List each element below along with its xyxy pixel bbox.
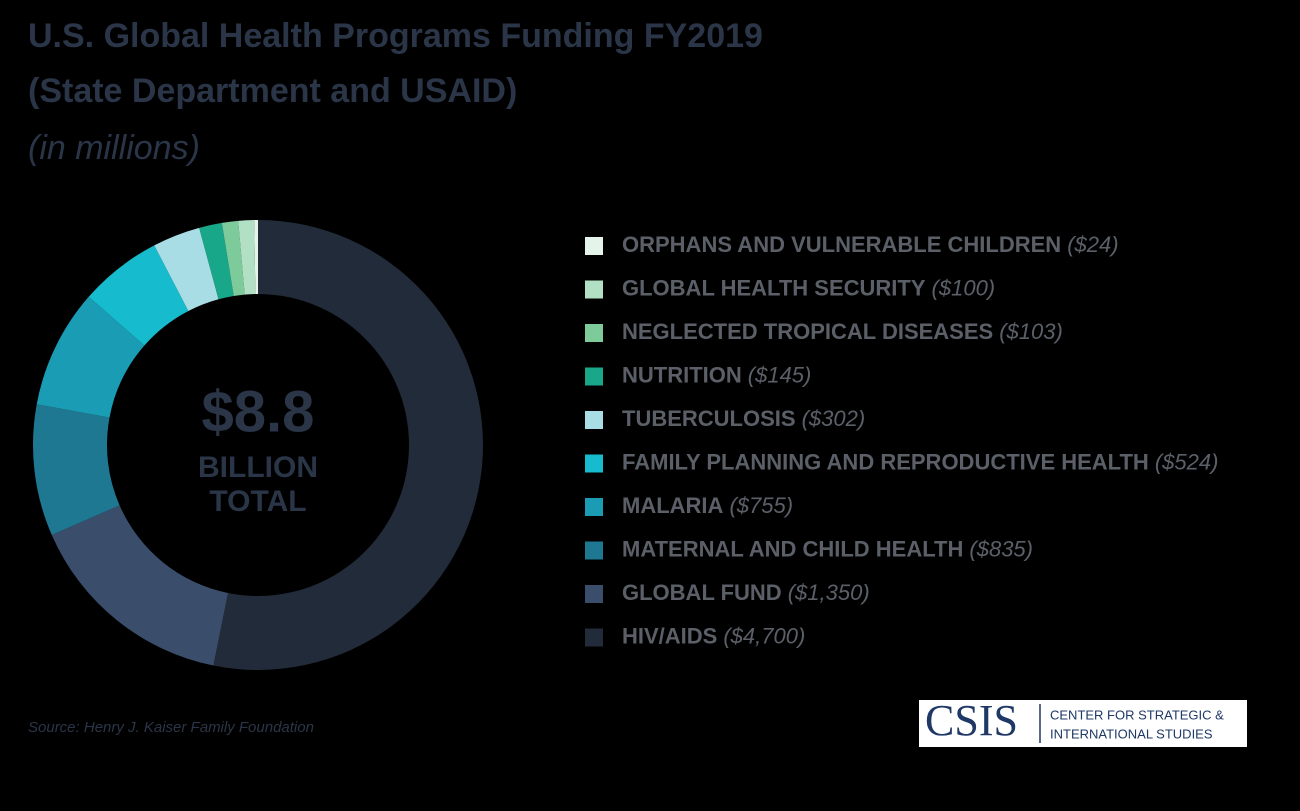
legend-value: ($755) bbox=[729, 493, 793, 518]
slice bbox=[36, 296, 145, 418]
legend-entry: GLOBAL FUND ($1,350) bbox=[622, 580, 870, 605]
legend-swatch bbox=[585, 367, 603, 386]
legend-swatch bbox=[585, 411, 603, 429]
legend-swatch bbox=[585, 628, 603, 647]
legend-entry: ORPHANS AND VULNERABLE CHILDREN ($24) bbox=[622, 232, 1119, 257]
logo-mark: CSIS bbox=[925, 696, 1018, 745]
slice bbox=[154, 227, 219, 312]
center-label: BILLION bbox=[198, 451, 318, 484]
legend-entry: TUBERCULOSIS ($302) bbox=[622, 406, 865, 431]
legend-label: MALARIA bbox=[622, 493, 724, 518]
logo-box bbox=[919, 700, 1247, 747]
legend-label: HIV/AIDS bbox=[622, 623, 717, 648]
legend-label: NEGLECTED TROPICAL DISEASES bbox=[622, 319, 993, 344]
legend-entry: FAMILY PLANNING AND REPRODUCTIVE HEALTH(… bbox=[622, 449, 1218, 474]
slice bbox=[254, 220, 258, 295]
legend-value: ($4,700) bbox=[723, 623, 805, 648]
slice bbox=[33, 404, 120, 535]
legend-value: ($524) bbox=[1155, 449, 1219, 474]
legend-value: ($835) bbox=[969, 536, 1033, 561]
legend-swatch bbox=[585, 498, 603, 516]
legend-label: ORPHANS AND VULNERABLE CHILDREN bbox=[622, 232, 1061, 257]
legend-value: ($103) bbox=[999, 319, 1063, 344]
chart-title: (State Department and USAID) bbox=[28, 72, 517, 110]
legend-value: ($302) bbox=[802, 406, 866, 431]
logo-text: CENTER FOR STRATEGIC & bbox=[1050, 707, 1224, 722]
chart-title: U.S. Global Health Programs Funding FY20… bbox=[28, 17, 763, 55]
legend-value: ($145) bbox=[748, 362, 812, 387]
legend-swatch bbox=[585, 585, 603, 603]
slice bbox=[221, 220, 245, 296]
slice bbox=[88, 245, 189, 346]
legend-value: ($1,350) bbox=[788, 580, 870, 605]
legend-label: GLOBAL FUND bbox=[622, 580, 782, 605]
legend-label: TUBERCULOSIS bbox=[622, 406, 796, 431]
legend-label: MATERNAL AND CHILD HEALTH bbox=[622, 536, 963, 561]
center-label: TOTAL bbox=[209, 485, 306, 518]
legend-swatch bbox=[585, 324, 603, 342]
legend-swatch bbox=[585, 237, 603, 255]
logo-text: INTERNATIONAL STUDIES bbox=[1050, 726, 1213, 741]
source-note: Source: Henry J. Kaiser Family Foundatio… bbox=[28, 719, 314, 736]
legend-label: GLOBAL HEALTH SECURITY bbox=[622, 275, 926, 300]
legend-swatch bbox=[585, 541, 603, 560]
slice bbox=[238, 220, 256, 295]
legend-entry: GLOBAL HEALTH SECURITY ($100) bbox=[622, 275, 995, 300]
legend-entry: NUTRITION ($145) bbox=[622, 362, 811, 387]
legend-entry: HIV/AIDS ($4,700) bbox=[622, 623, 805, 648]
slice bbox=[51, 505, 229, 666]
center-total: $8.8 bbox=[202, 379, 315, 444]
legend-entry: NEGLECTED TROPICAL DISEASES ($103) bbox=[622, 319, 1063, 344]
legend-entry: MATERNAL AND CHILD HEALTH ($835) bbox=[622, 536, 1033, 561]
legend-value: ($100) bbox=[932, 275, 996, 300]
slice bbox=[213, 220, 484, 670]
chart-subtitle: (in millions) bbox=[28, 129, 200, 167]
legend-value: ($24) bbox=[1067, 232, 1118, 257]
legend-swatch bbox=[585, 454, 603, 473]
legend-label: FAMILY PLANNING AND REPRODUCTIVE HEALTH bbox=[622, 449, 1149, 474]
slice bbox=[199, 222, 234, 300]
legend-label: NUTRITION bbox=[622, 362, 742, 387]
legend-swatch bbox=[585, 280, 603, 299]
legend-entry: MALARIA ($755) bbox=[622, 493, 793, 518]
